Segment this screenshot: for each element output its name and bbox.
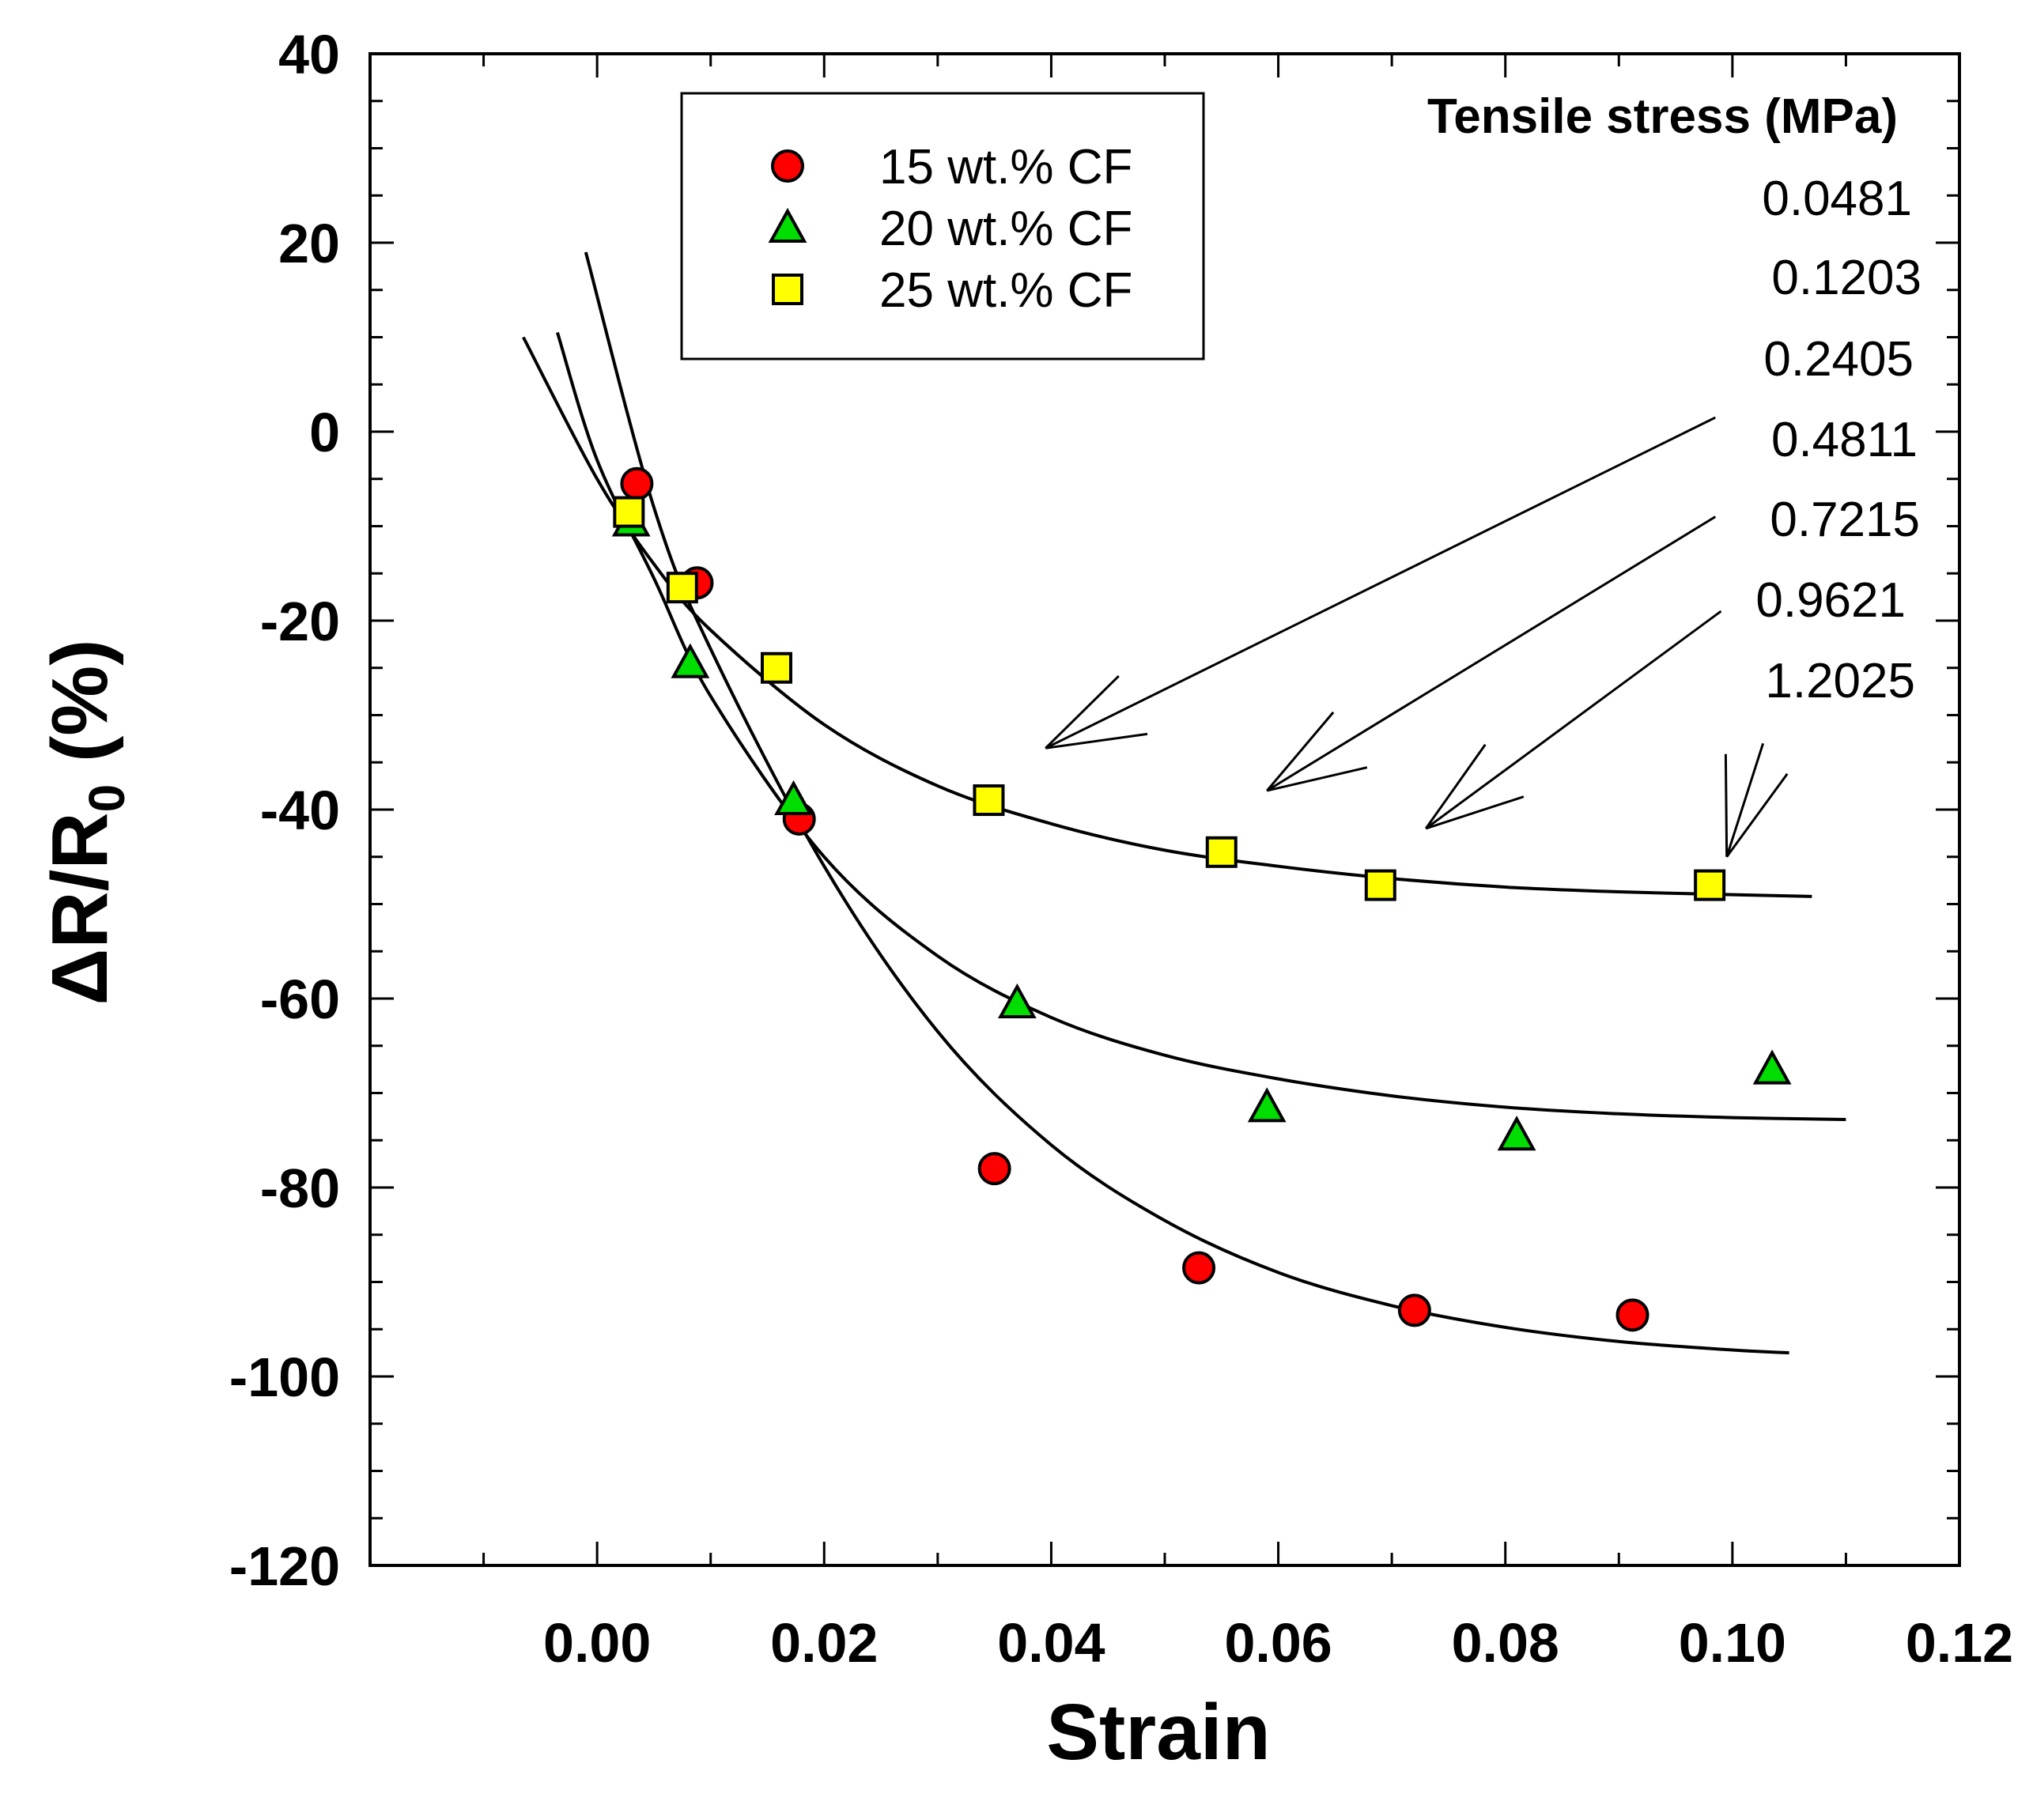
legend-marker-1 [771, 149, 804, 183]
y-tick-label: -120 [229, 1535, 340, 1597]
y-tick-label: 40 [278, 24, 340, 85]
x-tick-label: 0.10 [1679, 1612, 1786, 1674]
y-tick-label: -80 [260, 1157, 340, 1219]
legend-marker-3 [772, 274, 803, 305]
axes [368, 52, 1961, 1567]
y-axis-title-main: ΔR/R [36, 812, 124, 1005]
data-point-series-2 [671, 643, 710, 678]
data-point-series-2 [997, 983, 1037, 1018]
x-tick-label: 0.04 [997, 1612, 1105, 1674]
data-point-series-2 [774, 780, 813, 816]
data-point-series-2 [1497, 1116, 1536, 1151]
stress-value-5: 0.7215 [1770, 493, 1920, 547]
stress-value-3: 0.2405 [1763, 332, 1914, 387]
fit-curves [522, 251, 1846, 1355]
stress-value-1: 0.0481 [1762, 172, 1912, 226]
stress-annotation: Tensile stress (MPa) 0.0481 0.1203 0.2405 0… [1427, 89, 1922, 708]
legend-marker-2 [768, 207, 807, 243]
x-tick-label: 0.06 [1224, 1612, 1332, 1674]
stress-value-6: 0.9621 [1755, 573, 1906, 628]
data-point-series-1 [1615, 1298, 1649, 1332]
y-tick-label: -20 [260, 591, 340, 652]
stress-value-7: 1.2025 [1765, 654, 1915, 708]
fit-curve-1 [584, 251, 1789, 1355]
stress-value-4: 0.4811 [1771, 413, 1918, 467]
data-point-series-3 [760, 651, 792, 684]
data-markers [611, 466, 1792, 1332]
legend-label-1: 15 wt.% CF [879, 140, 1132, 194]
y-axis-title: ΔR/R0 (%) [36, 640, 135, 1006]
fit-curve-3 [522, 336, 1812, 898]
data-point-series-3 [1205, 836, 1238, 868]
annotation-arrow-2 [1266, 515, 1717, 792]
x-tick-label: 0.00 [543, 1612, 651, 1674]
tick-labels: 0.00 0.02 0.04 0.06 0.08 0.10 0.12 40 20 0 -20 -40 -… [229, 24, 2013, 1674]
stress-annotation-title: Tensile stress (MPa) [1427, 89, 1898, 144]
data-point-series-3 [1694, 869, 1726, 901]
annotation-arrow-4 [1724, 742, 1789, 858]
y-tick-label: 20 [278, 213, 340, 274]
annotation-arrows [1045, 416, 1789, 858]
fit-curve-2 [555, 331, 1846, 1121]
data-point-series-3 [1364, 869, 1396, 901]
annotation-arrow-1 [1045, 416, 1716, 750]
x-tick-label: 0.08 [1452, 1612, 1559, 1674]
data-point-series-1 [977, 1152, 1011, 1186]
data-point-series-2 [1752, 1049, 1792, 1085]
y-tick-label: -100 [229, 1346, 340, 1408]
legend: 15 wt.% CF 20 wt.% CF 25 wt.% CF [680, 92, 1205, 361]
data-point-series-1 [620, 466, 654, 500]
y-tick-label: 0 [309, 402, 340, 463]
y-axis-title-sub: 0 [78, 784, 135, 813]
y-tick-label: -60 [260, 969, 340, 1030]
legend-label-3: 25 wt.% CF [879, 263, 1132, 318]
data-point-series-3 [666, 572, 698, 604]
data-point-series-1 [1397, 1293, 1431, 1327]
x-tick-label: 0.12 [1906, 1612, 2013, 1674]
data-point-series-3 [613, 496, 645, 528]
data-point-series-2 [1247, 1087, 1287, 1123]
data-point-series-1 [1182, 1251, 1216, 1285]
y-tick-label: -40 [260, 780, 340, 841]
stress-value-2: 0.1203 [1771, 251, 1922, 305]
legend-label-2: 20 wt.% CF [879, 202, 1132, 256]
x-axis-title: Strain [1046, 1688, 1270, 1777]
legend-box [680, 92, 1205, 361]
annotation-arrow-3 [1424, 610, 1722, 830]
data-point-series-3 [973, 784, 1005, 817]
y-axis-title-tail: (%) [36, 640, 124, 784]
x-tick-label: 0.02 [770, 1612, 878, 1674]
